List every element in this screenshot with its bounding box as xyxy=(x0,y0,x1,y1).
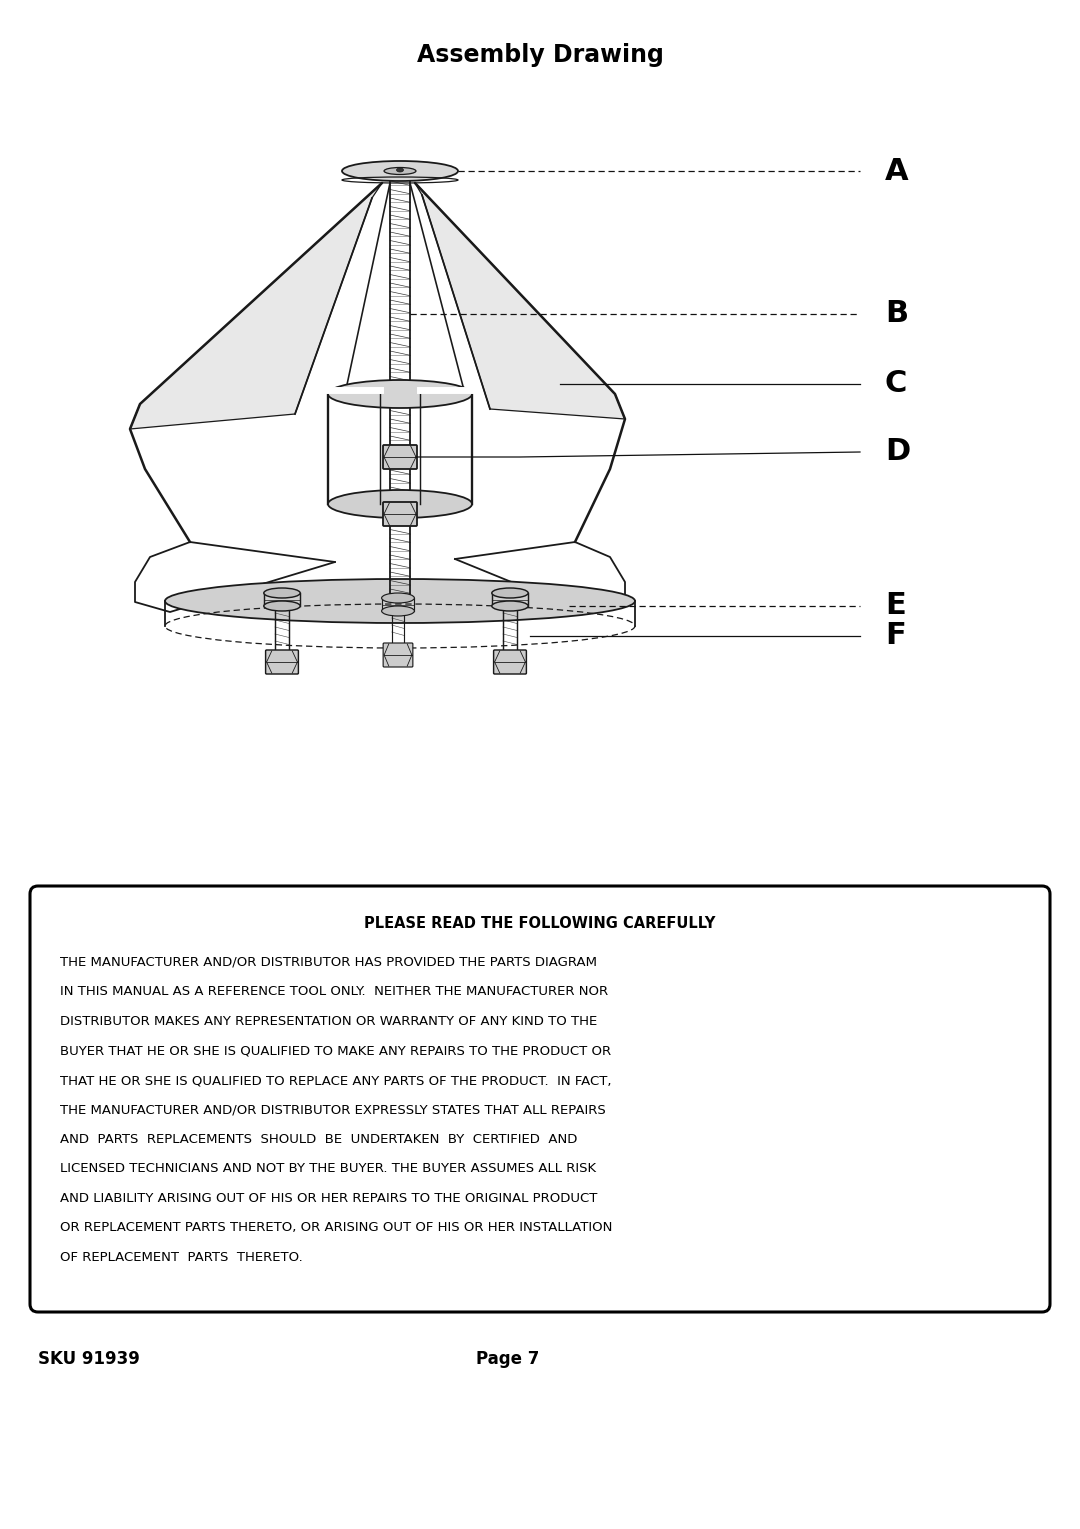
Ellipse shape xyxy=(328,381,472,408)
Ellipse shape xyxy=(396,168,404,171)
Text: E: E xyxy=(885,592,906,621)
FancyBboxPatch shape xyxy=(383,445,417,469)
Text: IN THIS MANUAL AS A REFERENCE TOOL ONLY.  NEITHER THE MANUFACTURER NOR: IN THIS MANUAL AS A REFERENCE TOOL ONLY.… xyxy=(60,986,608,998)
Text: DISTRIBUTOR MAKES ANY REPRESENTATION OR WARRANTY OF ANY KIND TO THE: DISTRIBUTOR MAKES ANY REPRESENTATION OR … xyxy=(60,1015,597,1027)
Text: F: F xyxy=(885,621,906,650)
Ellipse shape xyxy=(264,589,300,598)
Ellipse shape xyxy=(342,161,458,180)
Text: AND  PARTS  REPLACEMENTS  SHOULD  BE  UNDERTAKEN  BY  CERTIFIED  AND: AND PARTS REPLACEMENTS SHOULD BE UNDERTA… xyxy=(60,1133,578,1147)
Text: THE MANUFACTURER AND/OR DISTRIBUTOR HAS PROVIDED THE PARTS DIAGRAM: THE MANUFACTURER AND/OR DISTRIBUTOR HAS … xyxy=(60,956,597,969)
FancyBboxPatch shape xyxy=(266,650,298,674)
Text: Assembly Drawing: Assembly Drawing xyxy=(417,43,663,67)
FancyBboxPatch shape xyxy=(383,644,413,667)
Text: THE MANUFACTURER AND/OR DISTRIBUTOR EXPRESSLY STATES THAT ALL REPAIRS: THE MANUFACTURER AND/OR DISTRIBUTOR EXPR… xyxy=(60,1104,606,1116)
Text: THAT HE OR SHE IS QUALIFIED TO REPLACE ANY PARTS OF THE PRODUCT.  IN FACT,: THAT HE OR SHE IS QUALIFIED TO REPLACE A… xyxy=(60,1073,611,1087)
Text: B: B xyxy=(885,300,908,329)
Text: BUYER THAT HE OR SHE IS QUALIFIED TO MAKE ANY REPAIRS TO THE PRODUCT OR: BUYER THAT HE OR SHE IS QUALIFIED TO MAK… xyxy=(60,1044,611,1058)
Text: D: D xyxy=(885,437,910,466)
Text: LICENSED TECHNICIANS AND NOT BY THE BUYER. THE BUYER ASSUMES ALL RISK: LICENSED TECHNICIANS AND NOT BY THE BUYE… xyxy=(60,1162,596,1176)
FancyBboxPatch shape xyxy=(494,650,526,674)
Text: AND LIABILITY ARISING OUT OF HIS OR HER REPAIRS TO THE ORIGINAL PRODUCT: AND LIABILITY ARISING OUT OF HIS OR HER … xyxy=(60,1193,597,1205)
Polygon shape xyxy=(415,183,625,419)
Text: OF REPLACEMENT  PARTS  THERETO.: OF REPLACEMENT PARTS THERETO. xyxy=(60,1251,302,1264)
Ellipse shape xyxy=(384,168,416,174)
Text: OR REPLACEMENT PARTS THERETO, OR ARISING OUT OF HIS OR HER INSTALLATION: OR REPLACEMENT PARTS THERETO, OR ARISING… xyxy=(60,1222,612,1234)
Polygon shape xyxy=(130,183,382,430)
Ellipse shape xyxy=(491,589,528,598)
FancyBboxPatch shape xyxy=(383,502,417,526)
Text: SKU 91939: SKU 91939 xyxy=(38,1350,140,1368)
Ellipse shape xyxy=(328,489,472,518)
Ellipse shape xyxy=(491,601,528,612)
Ellipse shape xyxy=(264,601,300,612)
Text: Page 7: Page 7 xyxy=(476,1350,539,1368)
Ellipse shape xyxy=(165,579,635,622)
Ellipse shape xyxy=(381,593,415,602)
Ellipse shape xyxy=(381,605,415,616)
Text: PLEASE READ THE FOLLOWING CAREFULLY: PLEASE READ THE FOLLOWING CAREFULLY xyxy=(364,916,716,931)
Text: A: A xyxy=(885,156,908,185)
Text: C: C xyxy=(885,370,907,399)
FancyBboxPatch shape xyxy=(30,885,1050,1312)
